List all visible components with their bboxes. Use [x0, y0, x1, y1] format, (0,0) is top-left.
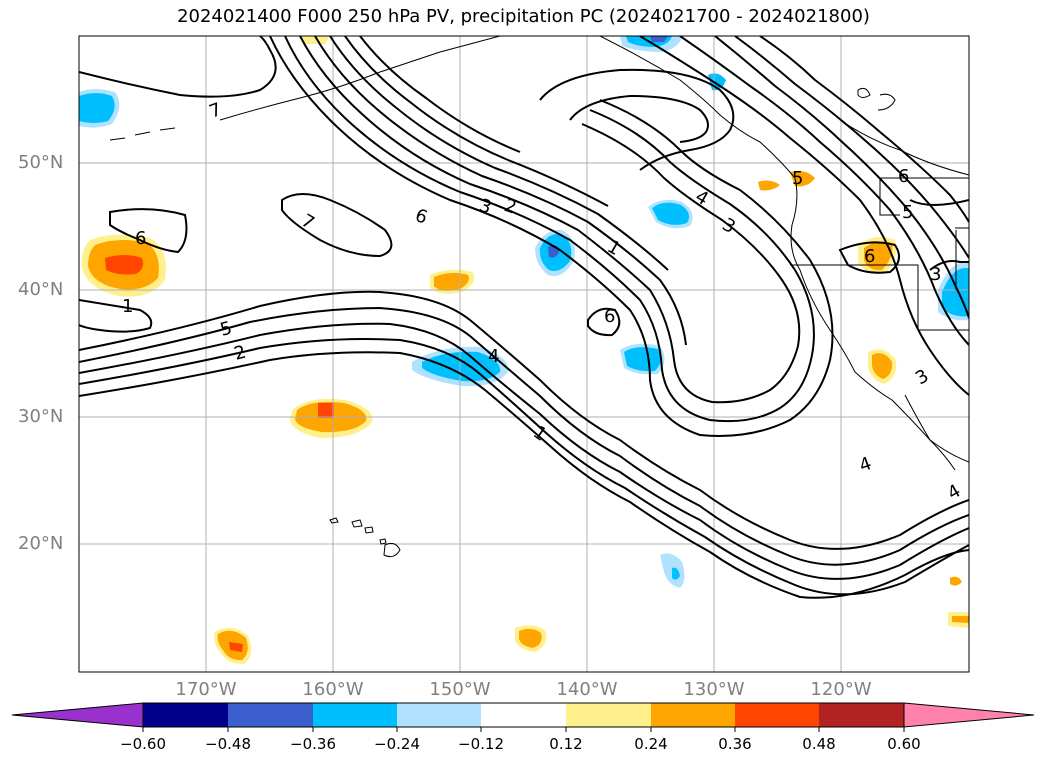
contour-label: 6 [135, 228, 146, 249]
contour-label: 4 [488, 346, 499, 367]
colorbar-tick-label: 0.12 [549, 735, 583, 753]
colorbar-tick-label: −0.12 [458, 735, 504, 753]
map-frame [78, 35, 970, 673]
lon-label-120w: 120°W [810, 679, 872, 700]
coastlines [109, 36, 969, 471]
colorbar-tick-label: 0.24 [634, 735, 668, 753]
contour-label: 5 [218, 318, 234, 341]
colorbar-tick-label: 0.36 [718, 735, 752, 753]
colorbar-tick-label: −0.48 [205, 735, 251, 753]
colorbar-extend-high [903, 702, 1035, 728]
contour-label: 1 [122, 296, 133, 317]
colorbar-segment [313, 703, 397, 727]
lat-label-30n: 30°N [18, 406, 64, 427]
contour-label: 6 [898, 166, 909, 187]
colorbar-tick-label: 0.48 [802, 735, 836, 753]
colorbar-segment [397, 703, 481, 727]
colorbar-segment [481, 703, 566, 727]
colorbar-segment [735, 703, 819, 727]
lon-label-130w: 130°W [683, 679, 745, 700]
colorbar-extend-low [11, 702, 144, 728]
lat-label-20n: 20°N [18, 533, 64, 554]
lon-label-160w: 160°W [302, 679, 364, 700]
lon-label-170w: 170°W [175, 679, 237, 700]
colorbar-segment [819, 703, 904, 727]
contour-label: 6 [864, 246, 875, 267]
contour-label: 5 [792, 168, 803, 189]
map-plot-area [79, 36, 969, 672]
colorbar [11, 702, 1035, 732]
colorbar-tick-label: −0.24 [374, 735, 420, 753]
map-title: 2024021400 F000 250 hPa PV, precipitatio… [177, 6, 870, 27]
colorbar-tick-label: −0.36 [290, 735, 336, 753]
colorbar-segment [228, 703, 313, 727]
contour-label: 5 [902, 202, 913, 223]
contour-label: 3 [930, 264, 941, 285]
colorbar-segment [143, 703, 228, 727]
colorbar-segment [566, 703, 651, 727]
lat-label-40n: 40°N [18, 279, 64, 300]
lon-label-150w: 150°W [429, 679, 491, 700]
colorbar-ticks [142, 727, 905, 732]
colorbar-frame [142, 702, 905, 728]
lat-label-50n: 50°N [18, 152, 64, 173]
contour-label: 2 [232, 342, 248, 365]
contour-label: 6 [604, 306, 615, 327]
lon-label-140w: 140°W [556, 679, 618, 700]
colorbar-segment [651, 703, 735, 727]
colorbar-tick-label: −0.60 [120, 735, 166, 753]
pv-contours [79, 36, 969, 599]
hawaii-islands [329, 517, 401, 558]
colorbar-tick-label: 0.60 [887, 735, 921, 753]
